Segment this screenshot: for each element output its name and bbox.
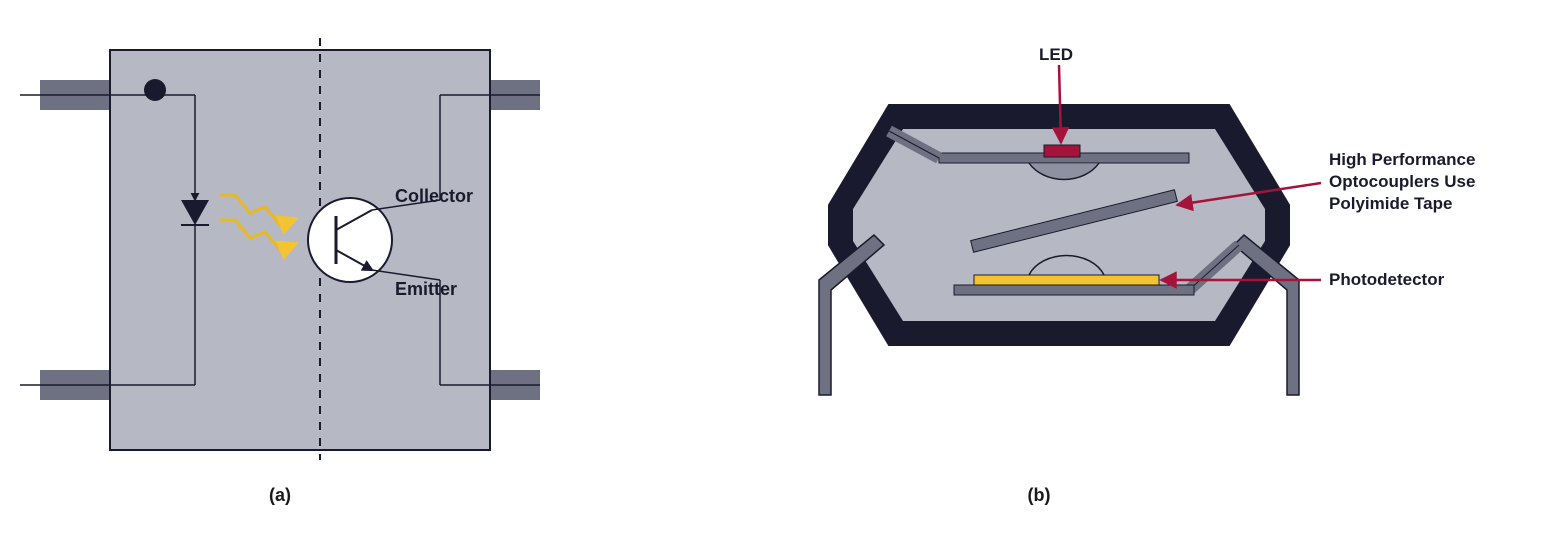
caption-b: (b) bbox=[539, 485, 1539, 506]
svg-text:LED: LED bbox=[1039, 45, 1073, 64]
schematic-b: LED High Performance Optocouplers Use Polyi… bbox=[759, 20, 1539, 460]
figure-container: Collector Emitter (a) LED High Performance… bbox=[20, 20, 1539, 513]
caption-a: (a) bbox=[20, 485, 540, 506]
svg-text:Photodetector: Photodetector bbox=[1329, 270, 1445, 289]
svg-text:High Performance: High Performance bbox=[1329, 150, 1475, 169]
panel-a: Collector Emitter (a) bbox=[20, 20, 540, 506]
svg-text:Polyimide Tape: Polyimide Tape bbox=[1329, 194, 1452, 213]
svg-text:Emitter: Emitter bbox=[395, 279, 457, 299]
svg-text:Optocouplers Use: Optocouplers Use bbox=[1329, 172, 1475, 191]
panel-b: LED High Performance Optocouplers Use Polyi… bbox=[759, 20, 1539, 506]
schematic-a: Collector Emitter bbox=[20, 20, 540, 460]
svg-text:Collector: Collector bbox=[395, 186, 473, 206]
